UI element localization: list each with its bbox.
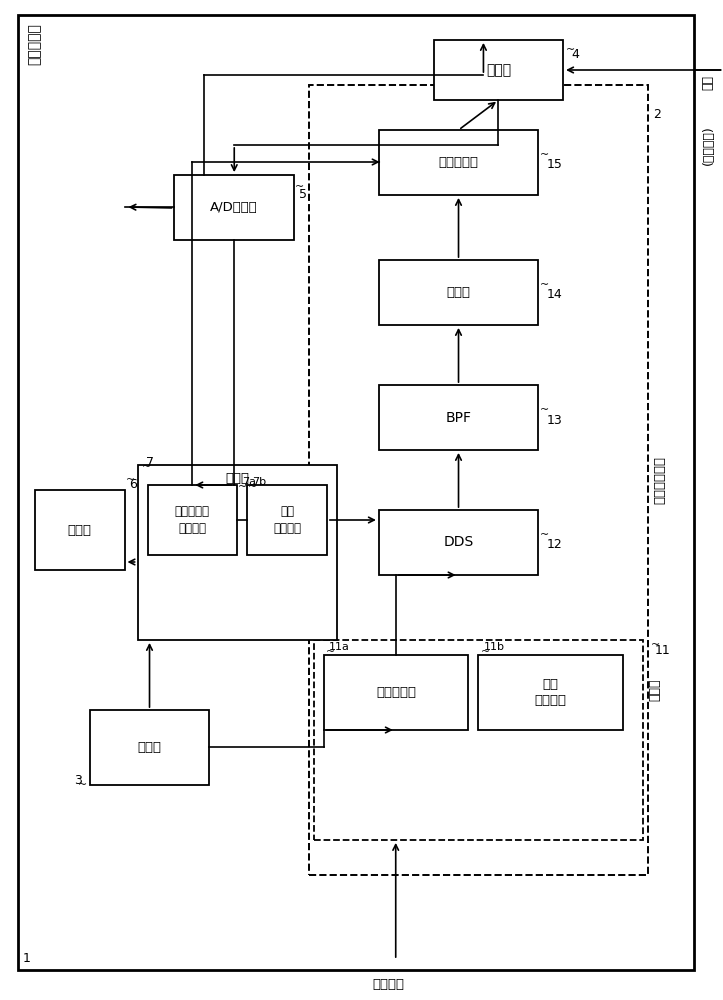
Bar — [35, 490, 124, 570]
Bar — [379, 510, 538, 575]
Text: ~: ~ — [248, 482, 257, 492]
Text: 4: 4 — [571, 48, 579, 62]
Text: 可变分频器: 可变分频器 — [376, 686, 416, 699]
Text: 采样器: 采样器 — [486, 63, 511, 77]
Text: 相位偏移量
计算机构: 相位偏移量 计算机构 — [175, 505, 210, 535]
Bar — [379, 385, 538, 450]
Text: ~: ~ — [77, 780, 87, 790]
Text: 11b: 11b — [484, 642, 505, 652]
Text: (图象信号): (图象信号) — [702, 125, 715, 165]
Text: 变频部: 变频部 — [648, 679, 661, 701]
Text: ~: ~ — [540, 150, 549, 160]
Text: ~: ~ — [295, 182, 304, 192]
Text: 控制部: 控制部 — [226, 473, 249, 486]
Text: ~: ~ — [126, 475, 135, 485]
Text: 11a: 11a — [329, 642, 350, 652]
Text: BPF: BPF — [445, 410, 471, 424]
Text: 频率
倍增电路: 频率 倍增电路 — [535, 678, 567, 708]
Text: ~: ~ — [651, 640, 660, 650]
Text: 显示部: 显示部 — [68, 524, 92, 536]
Text: ~: ~ — [540, 530, 549, 540]
Text: 14: 14 — [547, 288, 562, 302]
Text: 触发生成电路: 触发生成电路 — [654, 456, 667, 504]
Text: 放大器: 放大器 — [447, 286, 471, 299]
Text: 5: 5 — [299, 188, 307, 202]
Text: ~: ~ — [326, 647, 335, 657]
Text: 15: 15 — [547, 158, 562, 172]
Text: ~: ~ — [239, 482, 247, 492]
Bar — [314, 640, 643, 840]
Text: 7: 7 — [145, 456, 153, 468]
Text: 相位
调整机构: 相位 调整机构 — [273, 505, 301, 535]
Bar — [90, 710, 210, 785]
Text: 采样示波器: 采样示波器 — [28, 23, 42, 65]
Text: ~: ~ — [142, 462, 151, 472]
Bar — [174, 175, 294, 240]
Bar — [309, 85, 648, 875]
Text: 数据: 数据 — [702, 75, 715, 90]
Text: 1: 1 — [23, 952, 31, 965]
Bar — [137, 465, 337, 640]
Text: ~: ~ — [540, 280, 549, 290]
Text: 触发信号: 触发信号 — [373, 978, 405, 992]
Bar — [324, 655, 469, 730]
Text: 2: 2 — [653, 108, 661, 121]
Text: 12: 12 — [547, 538, 562, 552]
Text: 7a: 7a — [242, 477, 256, 487]
Text: 3: 3 — [74, 774, 82, 786]
Bar — [479, 655, 623, 730]
Text: 7b: 7b — [252, 477, 266, 487]
Text: 13: 13 — [547, 414, 562, 426]
Bar — [247, 485, 327, 555]
Text: ~: ~ — [540, 405, 549, 415]
Text: 设定部: 设定部 — [137, 741, 161, 754]
Text: ~: ~ — [481, 647, 489, 657]
Text: DDS: DDS — [443, 536, 474, 550]
Text: 可变分频器: 可变分频器 — [439, 156, 479, 169]
Text: ~: ~ — [566, 45, 576, 55]
Bar — [379, 130, 538, 195]
Bar — [434, 40, 563, 100]
Bar — [379, 260, 538, 325]
Text: A/D转换器: A/D转换器 — [210, 201, 258, 214]
Text: 6: 6 — [129, 479, 137, 491]
Text: 11: 11 — [655, 644, 671, 656]
Bar — [147, 485, 237, 555]
